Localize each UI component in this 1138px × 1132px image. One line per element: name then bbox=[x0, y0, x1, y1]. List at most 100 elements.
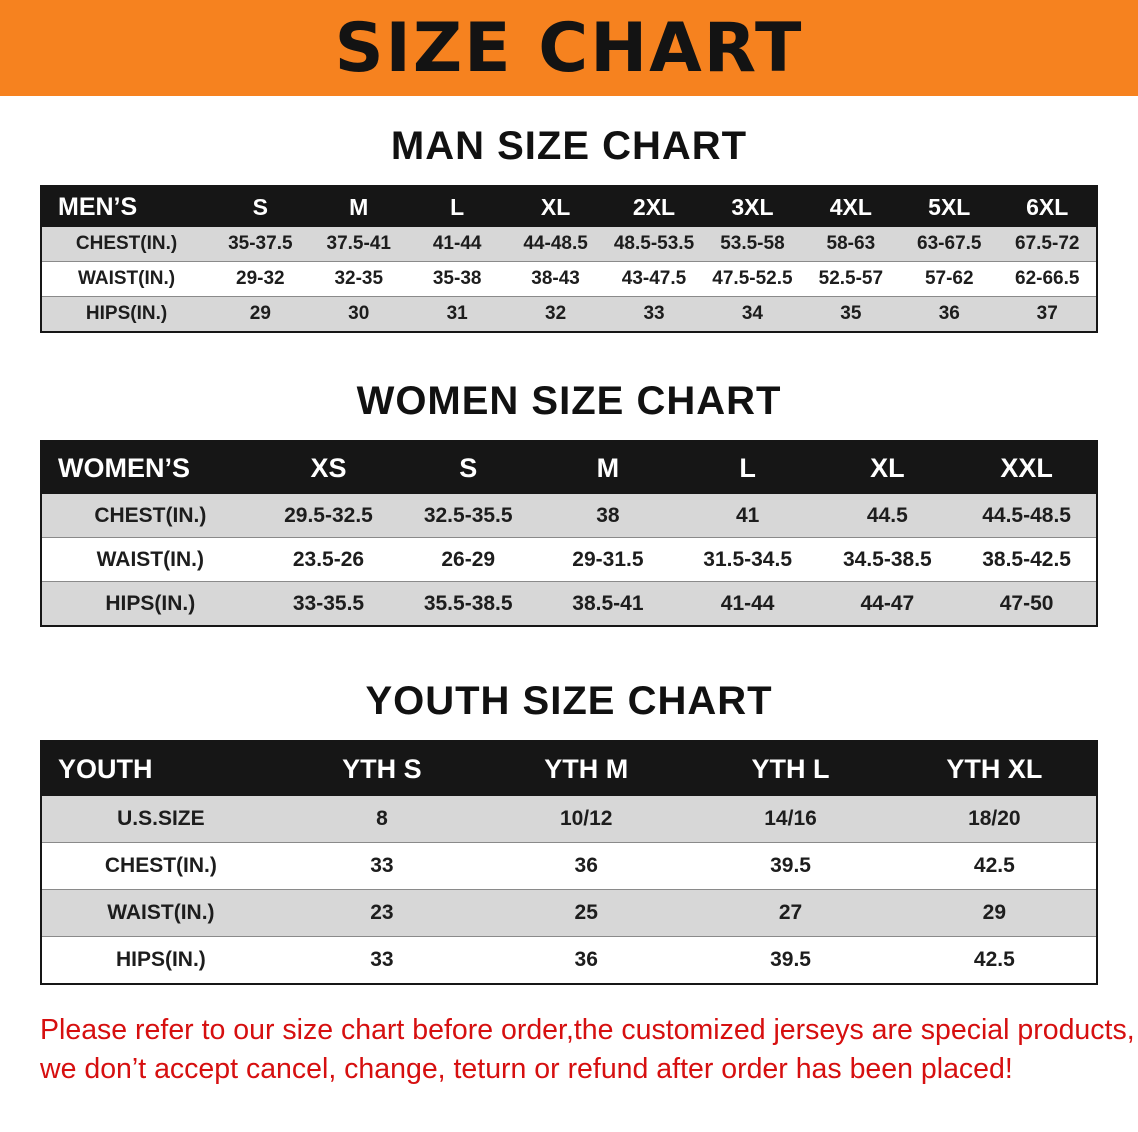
measurement-value-cell: 35-37.5 bbox=[228, 233, 293, 254]
women-size-table: WOMEN’S XS S M L XL XXL CHEST(IN.) 29.5-32.5 32.5… bbox=[40, 440, 1098, 627]
measurement-value-cell: 35.5-38.5 bbox=[398, 581, 539, 626]
measurement-value-cell: 25 bbox=[484, 889, 689, 937]
measurement-value-cell: 41-44 bbox=[432, 233, 482, 254]
page-title: SIZE CHART bbox=[334, 8, 804, 88]
measurement-value-cell: 31 bbox=[407, 296, 507, 332]
measurement-row: CHEST(IN.) 33 36 39.5 42.5 bbox=[41, 842, 1097, 890]
disclaimer: Please refer to our size chart before or… bbox=[40, 1011, 1138, 1090]
measurement-value-cell: 38-43 bbox=[506, 261, 605, 297]
measurement-value-cell: 67.5-72 bbox=[1015, 233, 1080, 254]
table-title-cell: MEN’S bbox=[41, 186, 212, 227]
size-header-cell: 6XL bbox=[998, 186, 1097, 227]
men-size-table: MEN’S S M L XL 2XL 3XL 4XL 5XL 6XL CHEST(IN.) 35-37… bbox=[40, 185, 1098, 333]
size-header-cell: XS bbox=[258, 441, 399, 494]
size-header-cell: XL bbox=[817, 441, 958, 494]
header-row: WOMEN’S XS S M L XL XXL bbox=[41, 441, 1097, 494]
header-row: MEN’S S M L XL 2XL 3XL 4XL 5XL 6XL bbox=[41, 186, 1097, 227]
measurement-value-cell: 34.5-38.5 bbox=[817, 537, 958, 582]
size-header-cell: 3XL bbox=[703, 186, 802, 227]
size-header-cell: L bbox=[407, 186, 507, 227]
measurement-value-cell: 29 bbox=[211, 296, 310, 332]
header-row: YOUTH YTH S YTH M YTH L YTH XL bbox=[41, 741, 1097, 796]
measurement-value-cell: 44-47 bbox=[817, 581, 958, 626]
measurement-value-cell: 23.5-26 bbox=[258, 537, 399, 582]
size-header-cell: 4XL bbox=[801, 186, 901, 227]
table-title-cell: WOMEN’S bbox=[41, 441, 259, 494]
measurement-value-cell: 47-50 bbox=[957, 581, 1097, 626]
measurement-row: HIPS(IN.) 29 30 31 32 33 34 35 36 37 bbox=[41, 296, 1097, 332]
size-header-cell: M bbox=[309, 186, 408, 227]
women-size-section: WOMEN SIZE CHART WOMEN’S XS S M L XL XXL CHEST(… bbox=[0, 379, 1138, 627]
youth-size-section: YOUTH SIZE CHART YOUTH YTH S YTH M YTH L YTH… bbox=[0, 679, 1138, 985]
disclaimer-line-2: we don’t accept cancel, change, teturn o… bbox=[40, 1053, 1013, 1086]
size-header-cell: M bbox=[538, 441, 678, 494]
banner: SIZE CHART bbox=[0, 0, 1138, 96]
measurement-row: WAIST(IN.) 29-32 32-35 35-38 38-43 43-47.5 47.… bbox=[41, 261, 1097, 297]
measurement-value-cell: 43-47.5 bbox=[604, 261, 704, 297]
youth-section-heading: YOUTH SIZE CHART bbox=[365, 679, 773, 723]
size-header-cell: YTH M bbox=[484, 741, 689, 796]
measurement-value-cell: 44-48.5 bbox=[523, 233, 588, 254]
disclaimer-line-1: Please refer to our size chart before or… bbox=[40, 1014, 1135, 1046]
measurement-value-cell: 30 bbox=[309, 296, 408, 332]
measurement-value-cell: 38 bbox=[596, 503, 620, 527]
size-header-cell: XL bbox=[506, 186, 605, 227]
measurement-value-cell: 38.5-41 bbox=[538, 581, 678, 626]
measurement-value-cell: 33 bbox=[604, 296, 704, 332]
size-header-cell: YTH L bbox=[688, 741, 893, 796]
measurement-value-cell: 26-29 bbox=[398, 537, 539, 582]
measurement-value-cell: 62-66.5 bbox=[998, 261, 1097, 297]
measurement-value-cell: 32.5-35.5 bbox=[423, 503, 513, 527]
measurement-row: CHEST(IN.) 35-37.5 37.5-41 41-44 44-48.5 48.5… bbox=[41, 227, 1097, 262]
measurement-value-cell: 33 bbox=[279, 936, 485, 984]
measurement-value-cell: 41 bbox=[735, 503, 760, 527]
measurement-value-cell: 41-44 bbox=[677, 581, 818, 626]
measurement-value-cell: 8 bbox=[376, 807, 388, 830]
measurement-value-cell: 35 bbox=[801, 296, 901, 332]
measurement-value-cell: 29-31.5 bbox=[538, 537, 678, 582]
measurement-row: HIPS(IN.) 33-35.5 35.5-38.5 38.5-41 41-44 44-… bbox=[41, 581, 1097, 626]
measurement-value-cell: 36 bbox=[484, 936, 689, 984]
measurement-value-cell: 52.5-57 bbox=[801, 261, 901, 297]
measurement-value-cell: 29-32 bbox=[211, 261, 310, 297]
row-label-cell: U.S.SIZE bbox=[117, 807, 205, 830]
measurement-value-cell: 33 bbox=[279, 842, 485, 890]
measurement-row: U.S.SIZE 8 10/12 14/16 18/20 bbox=[41, 796, 1097, 843]
row-label-cell: WAIST(IN.) bbox=[41, 537, 259, 582]
measurement-value-cell: 44.5 bbox=[866, 503, 908, 527]
measurement-value-cell: 33-35.5 bbox=[258, 581, 399, 626]
measurement-value-cell: 36 bbox=[900, 296, 999, 332]
row-label-cell: WAIST(IN.) bbox=[41, 261, 212, 297]
size-header-cell: S bbox=[398, 441, 539, 494]
size-header-cell: 5XL bbox=[900, 186, 999, 227]
measurement-value-cell: 14/16 bbox=[764, 807, 817, 830]
measurement-value-cell: 38.5-42.5 bbox=[957, 537, 1097, 582]
measurement-value-cell: 10/12 bbox=[559, 807, 613, 830]
measurement-value-cell: 39.5 bbox=[688, 842, 893, 890]
measurement-row: WAIST(IN.) 23 25 27 29 bbox=[41, 889, 1097, 937]
measurement-value-cell: 27 bbox=[688, 889, 893, 937]
size-header-cell: S bbox=[211, 186, 310, 227]
measurement-value-cell: 57-62 bbox=[900, 261, 999, 297]
table-title-cell: YOUTH bbox=[41, 741, 280, 796]
measurement-value-cell: 32-35 bbox=[309, 261, 408, 297]
measurement-row: HIPS(IN.) 33 36 39.5 42.5 bbox=[41, 936, 1097, 984]
measurement-value-cell: 48.5-53.5 bbox=[613, 233, 695, 254]
measurement-value-cell: 37.5-41 bbox=[326, 233, 391, 254]
measurement-value-cell: 31.5-34.5 bbox=[677, 537, 818, 582]
measurement-value-cell: 42.5 bbox=[892, 842, 1097, 890]
measurement-value-cell: 53.5-58 bbox=[720, 233, 785, 254]
row-label-cell: HIPS(IN.) bbox=[41, 936, 280, 984]
row-label-cell: HIPS(IN.) bbox=[41, 581, 259, 626]
measurement-value-cell: 23 bbox=[279, 889, 485, 937]
measurement-value-cell: 29.5-32.5 bbox=[284, 503, 373, 527]
measurement-value-cell: 42.5 bbox=[892, 936, 1097, 984]
men-section-heading: MAN SIZE CHART bbox=[390, 124, 748, 168]
size-header-cell: YTH S bbox=[279, 741, 485, 796]
measurement-row: CHEST(IN.) 29.5-32.5 32.5-35.5 38 41 44.5 44.5… bbox=[41, 494, 1097, 538]
measurement-value-cell: 44.5-48.5 bbox=[982, 503, 1071, 527]
youth-size-table: YOUTH YTH S YTH M YTH L YTH XL U.S.SIZE 8 10/12… bbox=[40, 740, 1098, 985]
measurement-value-cell: 37 bbox=[998, 296, 1097, 332]
measurement-value-cell: 47.5-52.5 bbox=[703, 261, 802, 297]
measurement-value-cell: 18/20 bbox=[968, 807, 1021, 830]
